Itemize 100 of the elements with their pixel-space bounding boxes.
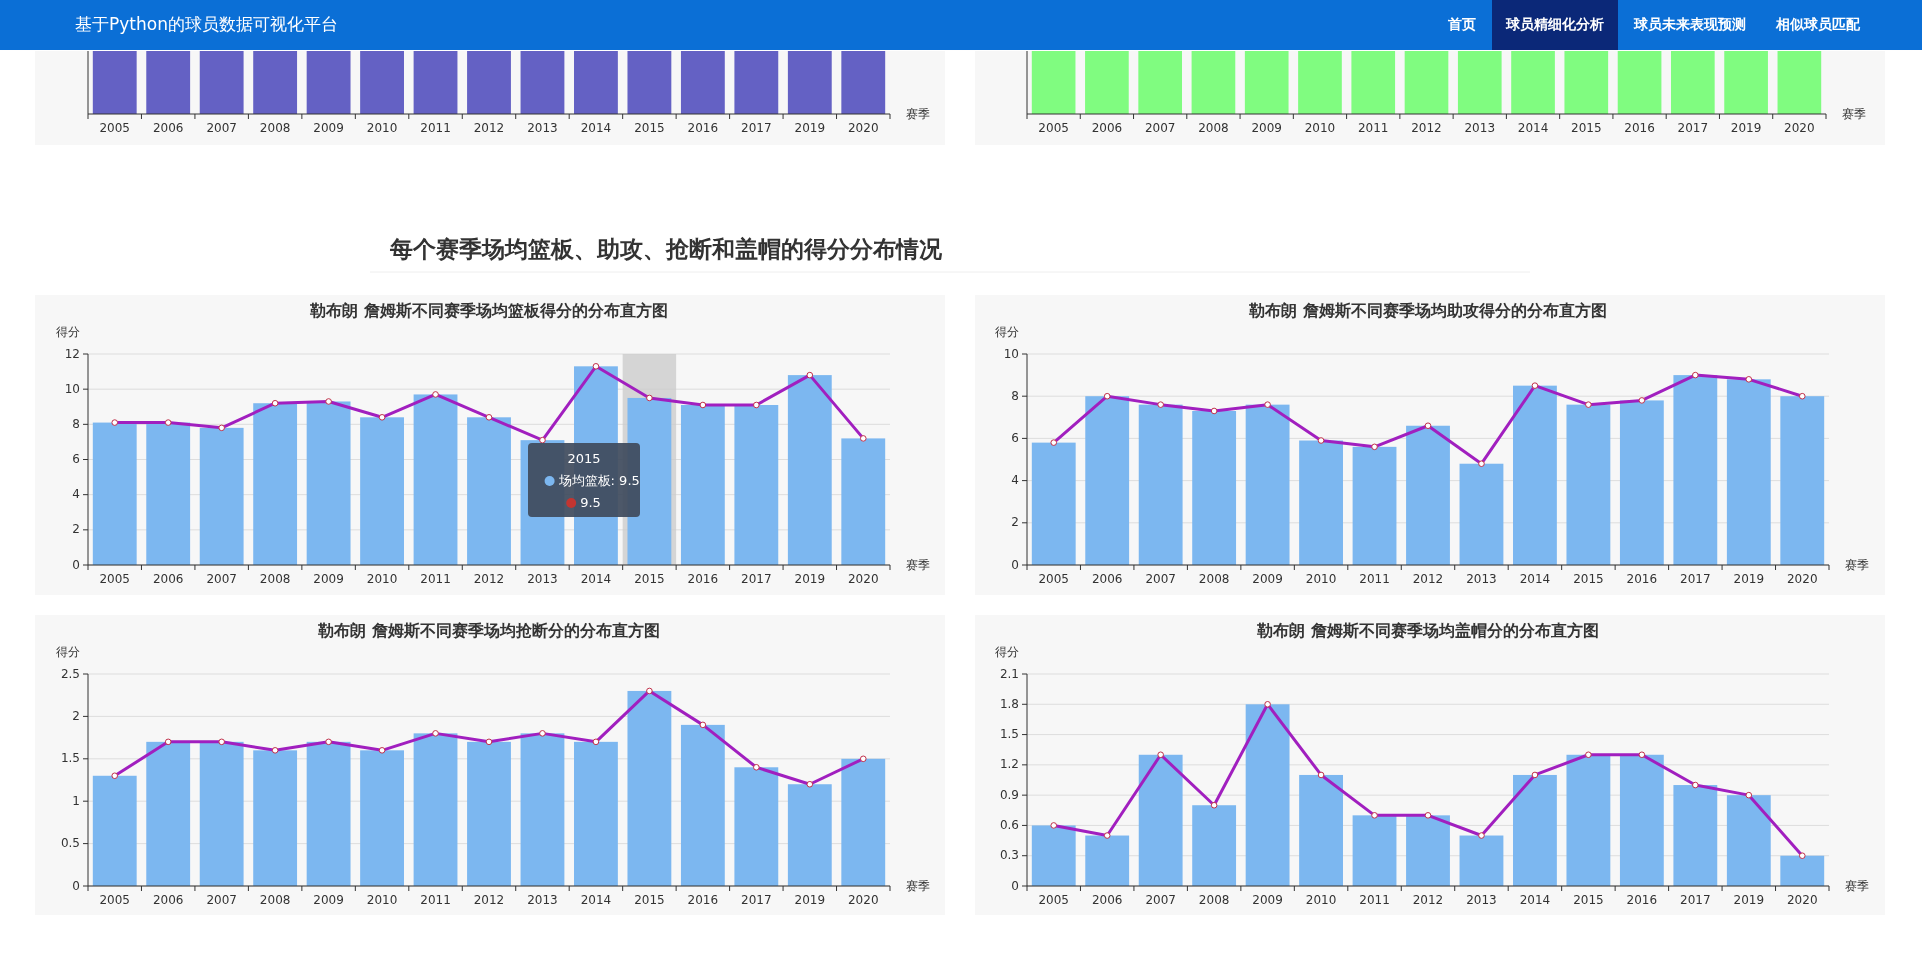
x-tick-label: 2019 xyxy=(1733,571,1765,586)
x-axis-title: 赛季 xyxy=(1845,878,1869,893)
annotation: 2015 场均篮板: 9.5 9.5 xyxy=(557,450,640,510)
x-tick-label: 2007 xyxy=(206,571,237,586)
x-tick-label: 2015 xyxy=(634,120,665,135)
y-tick-label: 2.5 xyxy=(60,666,80,681)
text: 球员未来表现预测 xyxy=(1632,16,1746,32)
chart-title: 勒布朗 詹姆斯不同赛季场均盖帽分的分布直方图 xyxy=(1256,620,1599,640)
y-tick-label: 4 xyxy=(72,487,80,502)
x-tick-label: 2005 xyxy=(99,571,131,586)
text: 球员精细化分析 xyxy=(1505,16,1604,32)
text: 首页 xyxy=(1446,16,1476,32)
x-tick-label: 2017 xyxy=(741,571,772,586)
x-tick-label: 2014 xyxy=(580,892,612,907)
y-tick-label: 1 xyxy=(72,793,80,808)
x-tick-label: 2019 xyxy=(794,892,826,907)
y-tick-label: 10 xyxy=(1003,346,1019,361)
x-axis-title: 赛季 xyxy=(1842,106,1866,121)
y-tick-label: 1.8 xyxy=(999,696,1019,711)
x-tick-label: 2020 xyxy=(847,120,879,135)
y-tick-label: 8 xyxy=(1011,388,1019,403)
x-tick-label: 2015 xyxy=(1573,892,1604,907)
x-tick-label: 2011 xyxy=(420,571,451,586)
x-tick-label: 2008 xyxy=(259,120,291,135)
x-tick-label: 2007 xyxy=(206,120,237,135)
x-tick-label: 2011 xyxy=(420,120,451,135)
x-tick-label: 2011 xyxy=(1359,892,1390,907)
x-tick-label: 2020 xyxy=(847,571,879,586)
x-tick-label: 2006 xyxy=(1091,571,1123,586)
y-tick-label: 12 xyxy=(64,346,80,361)
x-tick-label: 2016 xyxy=(1626,892,1658,907)
y-tick-label: 0 xyxy=(72,878,80,893)
y-axis-title: 得分 xyxy=(56,644,80,659)
text: 每个赛季场均篮板、助攻、抢断和盖帽的得分分布情况 xyxy=(389,235,943,262)
x-tick-label: 2008 xyxy=(1198,120,1229,135)
x-tick-label: 2005 xyxy=(1038,571,1070,586)
y-tick-label: 6 xyxy=(72,452,80,466)
x-axis-title: 赛季 xyxy=(906,557,930,572)
y-tick-label: 2 xyxy=(72,522,80,537)
x-tick-label: 2016 xyxy=(1626,571,1658,586)
x-tick-label: 2015 xyxy=(1571,120,1602,135)
y-tick-label: 1.5 xyxy=(60,751,80,766)
x-tick-label: 2019 xyxy=(1733,892,1765,907)
x-tick-label: 2013 xyxy=(527,571,558,586)
x-tick-label: 2009 xyxy=(313,892,344,907)
x-tick-label: 2005 xyxy=(1038,892,1070,907)
x-tick-label: 2012 xyxy=(473,571,505,586)
y-tick-label: 2.1 xyxy=(999,666,1019,681)
x-tick-label: 2020 xyxy=(1786,892,1818,907)
y-tick-label: 8 xyxy=(72,416,80,431)
text: 基于Python的球员数据可视化平台 xyxy=(75,14,338,34)
x-tick-label: 2007 xyxy=(1145,571,1176,586)
x-tick-label: 2010 xyxy=(366,120,398,135)
x-tick-label: 2014 xyxy=(580,571,612,586)
x-tick-label: 2015 xyxy=(1573,571,1604,586)
x-tick-label: 2012 xyxy=(1412,892,1444,907)
x-tick-label: 2008 xyxy=(1198,892,1230,907)
x-tick-label: 2006 xyxy=(152,892,184,907)
x-tick-label: 2007 xyxy=(1145,892,1176,907)
chart-title: 勒布朗 詹姆斯不同赛季场均助攻得分的分布直方图 xyxy=(1248,300,1607,320)
x-tick-label: 2017 xyxy=(741,120,772,135)
x-tick-label: 2006 xyxy=(1091,120,1123,135)
y-axis-title: 得分 xyxy=(995,644,1019,659)
y-tick-label: 0 xyxy=(72,557,80,572)
x-tick-label: 2007 xyxy=(206,892,237,907)
y-axis-title: 得分 xyxy=(56,324,80,339)
x-tick-label: 2017 xyxy=(741,892,772,907)
x-tick-label: 2013 xyxy=(527,892,558,907)
x-tick-label: 2011 xyxy=(1357,120,1389,135)
x-tick-label: 2016 xyxy=(1624,120,1655,135)
x-tick-label: 2010 xyxy=(366,892,398,907)
y-tick-label: 4 xyxy=(1011,473,1019,488)
chart-title: 勒布朗 詹姆斯不同赛季场均篮板得分的分布直方图 xyxy=(309,300,668,320)
x-tick-label: 2010 xyxy=(1304,120,1336,135)
x-tick-label: 2008 xyxy=(259,571,291,586)
x-tick-label: 2009 xyxy=(313,120,344,135)
x-tick-label: 2017 xyxy=(1680,892,1711,907)
x-tick-label: 2019 xyxy=(794,571,826,586)
x-tick-label: 2010 xyxy=(1305,571,1337,586)
x-tick-label: 2012 xyxy=(473,120,505,135)
x-tick-label: 2017 xyxy=(1677,120,1709,135)
x-tick-label: 2010 xyxy=(366,571,398,586)
x-tick-label: 2012 xyxy=(1412,571,1444,586)
x-tick-label: 2013 xyxy=(1466,571,1497,586)
x-tick-label: 2005 xyxy=(1038,120,1069,135)
x-axis-title: 赛季 xyxy=(1845,557,1869,572)
x-tick-label: 2013 xyxy=(527,120,558,135)
y-tick-label: 1.2 xyxy=(999,757,1019,772)
x-tick-label: 2006 xyxy=(152,571,184,586)
x-axis-title: 赛季 xyxy=(906,878,930,893)
x-tick-label: 2005 xyxy=(99,120,131,135)
x-tick-label: 2020 xyxy=(847,892,879,907)
y-tick-label: 0.3 xyxy=(999,848,1019,863)
y-tick-label: 0.5 xyxy=(60,836,80,851)
x-tick-label: 2016 xyxy=(687,892,719,907)
x-tick-label: 2008 xyxy=(259,892,291,907)
x-tick-label: 2020 xyxy=(1786,571,1818,586)
x-tick-label: 2013 xyxy=(1466,892,1497,907)
text: 相似球员匹配 xyxy=(1775,16,1861,32)
x-tick-label: 2016 xyxy=(687,120,719,135)
